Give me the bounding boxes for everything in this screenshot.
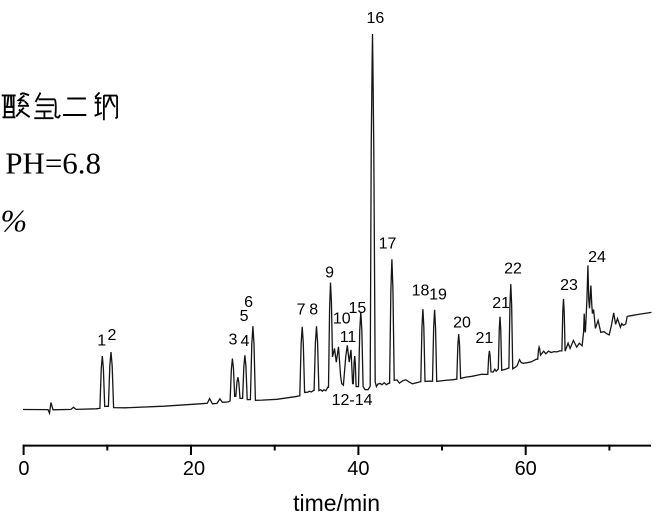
svg-text:12-14: 12-14 — [332, 392, 373, 409]
svg-text:8: 8 — [309, 301, 318, 318]
svg-text:10: 10 — [333, 311, 351, 328]
svg-text:4: 4 — [240, 333, 249, 350]
svg-text:5: 5 — [240, 308, 249, 325]
svg-text:1: 1 — [97, 332, 106, 349]
svg-text:%: % — [1, 203, 28, 239]
svg-text:time/min: time/min — [293, 490, 380, 516]
svg-text:9: 9 — [325, 265, 334, 282]
svg-text:20: 20 — [183, 458, 205, 480]
svg-text:PH=6.8: PH=6.8 — [5, 145, 101, 180]
svg-text:3: 3 — [228, 332, 237, 349]
svg-text:40: 40 — [347, 458, 369, 480]
svg-text:2: 2 — [108, 327, 117, 344]
svg-text:11: 11 — [340, 329, 357, 346]
svg-text:0: 0 — [18, 458, 29, 480]
svg-text:22: 22 — [504, 260, 522, 277]
svg-text:60: 60 — [515, 458, 537, 480]
svg-text:7: 7 — [297, 301, 306, 318]
svg-text:18: 18 — [412, 283, 430, 300]
svg-text:20: 20 — [453, 314, 471, 331]
svg-text:24: 24 — [588, 249, 606, 266]
svg-text:19: 19 — [429, 286, 447, 303]
svg-text:21: 21 — [476, 330, 494, 347]
svg-text:6: 6 — [244, 294, 253, 311]
svg-text:21: 21 — [492, 295, 510, 312]
svg-text:23: 23 — [560, 277, 578, 294]
svg-text:17: 17 — [379, 235, 397, 252]
svg-text:15: 15 — [349, 300, 367, 317]
svg-text:16: 16 — [367, 10, 385, 27]
